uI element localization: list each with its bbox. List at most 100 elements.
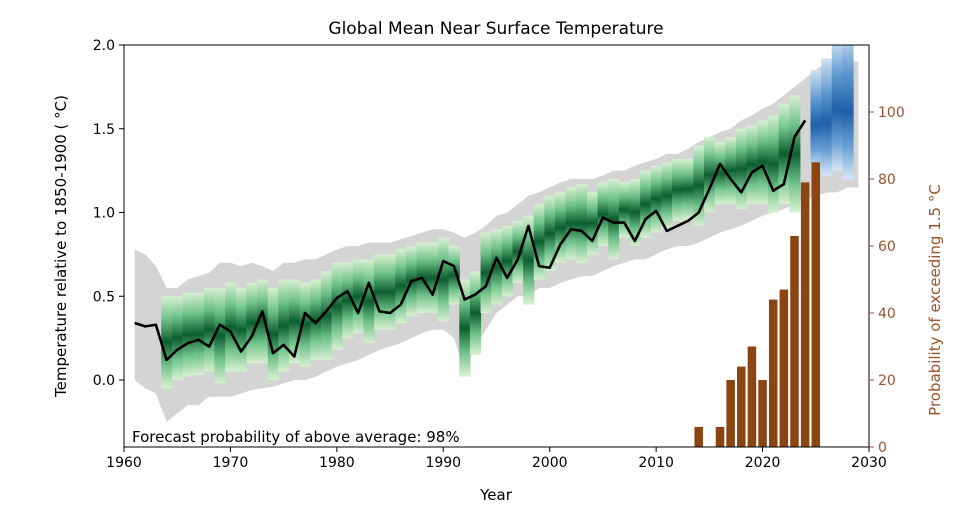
hindcast-spread-1971 [235, 287, 247, 372]
hindcast-spread-2011 [661, 162, 673, 230]
hindcast-spread-2022 [778, 103, 790, 205]
hindcast-spread-1982 [352, 259, 365, 334]
probability-bar-2018 [737, 366, 746, 447]
hindcast-spread-2016 [714, 142, 726, 205]
probability-bar-2019 [747, 346, 757, 447]
forecast-spread-2027 [831, 45, 843, 171]
hindcast-spread-2009 [640, 170, 652, 238]
forecast-spread-2028 [842, 45, 854, 179]
hindcast-spread-1969 [214, 287, 226, 384]
hindcast-spread-1990 [437, 237, 450, 322]
hindcast-spread-1985 [384, 254, 396, 330]
x-tick-label: 2010 [638, 455, 674, 471]
probability-bars-layer [694, 162, 821, 447]
hindcast-spread-1974 [267, 287, 279, 380]
forecast-annotation: Forecast probability of above average: 9… [132, 428, 460, 446]
probability-bar-2022 [779, 289, 789, 447]
hindcast-spread-2018 [735, 128, 748, 210]
right-tick-label: 100 [878, 105, 905, 121]
hindcast-spread-2017 [725, 137, 737, 205]
hindcast-spread-2014 [693, 145, 705, 226]
hindcast-spread-2015 [704, 137, 716, 213]
hindcast-spread-2020 [757, 120, 769, 205]
probability-bar-2014 [694, 426, 703, 447]
right-tick-label: 80 [878, 172, 896, 188]
hindcast-spread-1997 [512, 220, 524, 283]
hindcast-spread-2000 [544, 195, 556, 272]
hindcast-spread-1981 [342, 262, 354, 339]
hindcast-spread-1989 [427, 242, 439, 313]
hindcast-spread-1993 [469, 271, 482, 355]
y-axis-label-right: Probability of exceeding 1.5 °C [926, 184, 944, 416]
x-tick-label: 1990 [425, 455, 461, 471]
probability-bar-2024 [800, 182, 810, 447]
hindcast-spread-1998 [523, 215, 535, 305]
y-axis-right: 0 20 40 60 80 100 [869, 105, 905, 456]
hindcast-spread-2003 [576, 184, 588, 263]
y-tick-label: 1.0 [93, 206, 115, 222]
observed-line [134, 119, 807, 362]
hindcast-spread-1986 [395, 249, 407, 324]
hindcast-spread-1967 [193, 292, 205, 375]
hindcast-spread-2023 [789, 95, 801, 213]
hindcast-spread-1983 [363, 259, 375, 344]
hindcast-spread-2006 [608, 179, 620, 260]
hindcast-spread-1970 [225, 282, 237, 372]
observed-line-layer [134, 119, 807, 362]
hindcast-spread-layer [161, 45, 854, 389]
hindcast-spread-2005 [597, 182, 609, 246]
hindcast-spread-1972 [246, 282, 258, 364]
hindcast-spread-2010 [650, 165, 663, 233]
hindcast-spread-2019 [746, 125, 758, 205]
hindcast-spread-2004 [586, 192, 599, 255]
hindcast-spread-2008 [629, 179, 641, 246]
x-axis-label: Year [479, 486, 513, 504]
x-tick-label: 2030 [851, 455, 887, 471]
hindcast-spread-1966 [182, 292, 194, 377]
hindcast-spread-1999 [533, 204, 545, 280]
hindcast-spread-2013 [682, 158, 694, 220]
y-tick-label: 0.0 [93, 373, 115, 389]
x-tick-label: 2000 [532, 455, 568, 471]
hindcast-spread-1973 [257, 279, 269, 364]
hindcast-spread-1976 [288, 279, 301, 364]
y-axis-left: 0.0 0.5 1.0 1.5 2.0 [93, 38, 124, 389]
hindcast-spread-1995 [491, 229, 503, 305]
hindcast-spread-1978 [310, 279, 322, 360]
probability-bar-2025 [811, 162, 821, 447]
hindcast-spread-1996 [501, 225, 514, 297]
hindcast-spread-1984 [374, 254, 386, 330]
y-tick-label: 0.5 [93, 289, 115, 305]
hindcast-spread-1964 [161, 296, 173, 389]
hindcast-spread-1994 [480, 232, 492, 313]
x-tick-label: 2020 [745, 455, 781, 471]
hindcast-spread-1977 [299, 282, 311, 367]
probability-bar-2021 [768, 299, 778, 447]
probability-bar-2017 [726, 380, 735, 447]
hindcast-spread-2007 [618, 182, 631, 238]
right-tick-label: 0 [878, 440, 887, 456]
hindcast-spread-2012 [672, 158, 684, 221]
x-axis: 1960 1970 1980 1990 2000 2010 2020 2030 [106, 447, 887, 471]
hindcast-spread-1979 [320, 271, 333, 360]
probability-bar-2020 [758, 380, 767, 447]
hindcast-spread-2002 [565, 187, 577, 260]
right-tick-label: 40 [878, 306, 896, 322]
probability-bar-2016 [715, 426, 725, 447]
hindcast-spread-1965 [171, 296, 184, 380]
hindcast-spread-2021 [767, 115, 780, 213]
probability-bar-2023 [790, 235, 799, 447]
y-tick-label: 2.0 [93, 38, 115, 54]
forecast-spread-2025 [810, 70, 822, 171]
y-axis-label-left: Temperature relative to 1850-1900 ( °C) [52, 95, 70, 398]
forecast-spread-2026 [821, 58, 833, 176]
right-tick-label: 20 [878, 373, 896, 389]
hindcast-spread-1991 [448, 246, 460, 305]
x-tick-label: 1970 [213, 455, 249, 471]
x-tick-label: 1980 [319, 455, 355, 471]
hindcast-spread-1968 [203, 287, 216, 372]
y-tick-label: 1.5 [93, 122, 115, 138]
hindcast-spread-1980 [331, 262, 343, 350]
hindcast-spread-2001 [555, 192, 567, 263]
